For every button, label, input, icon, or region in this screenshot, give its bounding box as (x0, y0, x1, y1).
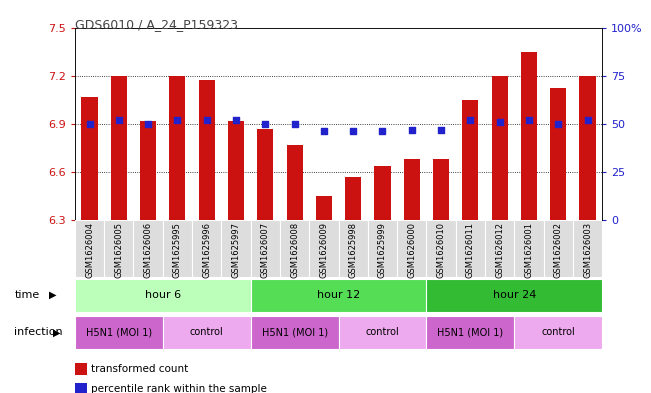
Text: GSM1626000: GSM1626000 (408, 222, 416, 278)
Bar (339, 316, 426, 349)
Point (231, 117, 242, 123)
Bar (345, 177, 361, 220)
Text: GSM1626003: GSM1626003 (583, 222, 592, 279)
Text: GSM1626012: GSM1626012 (495, 222, 504, 278)
Bar (579, 75, 596, 220)
Point (85, 121, 95, 127)
Text: GSM1625995: GSM1625995 (173, 222, 182, 278)
Bar (169, 75, 186, 220)
Text: H5N1 (MOI 1): H5N1 (MOI 1) (262, 327, 327, 338)
Bar (163, 316, 251, 349)
Text: ▶: ▶ (49, 290, 57, 300)
Point (289, 121, 299, 127)
Bar (75, 220, 104, 277)
Text: GSM1625998: GSM1625998 (349, 222, 357, 278)
Text: GSM1626010: GSM1626010 (437, 222, 445, 278)
Bar (228, 121, 244, 220)
Text: H5N1 (MOI 1): H5N1 (MOI 1) (86, 327, 152, 338)
Text: GSM1626002: GSM1626002 (554, 222, 562, 278)
Bar (514, 220, 544, 277)
Text: GSM1626004: GSM1626004 (85, 222, 94, 278)
Bar (192, 220, 221, 277)
Text: control: control (366, 327, 399, 338)
Bar (573, 220, 602, 277)
Text: GSM1625999: GSM1625999 (378, 222, 387, 278)
Text: hour 24: hour 24 (493, 290, 536, 300)
Text: GSM1626005: GSM1626005 (115, 222, 123, 278)
Text: GSM1626007: GSM1626007 (261, 222, 270, 279)
Bar (280, 220, 309, 277)
Bar (221, 220, 251, 277)
Bar (485, 220, 514, 277)
Text: control: control (190, 327, 223, 338)
Point (348, 129, 358, 135)
Bar (251, 316, 339, 349)
Bar (550, 88, 566, 220)
Bar (75, 316, 163, 349)
Bar (462, 100, 478, 220)
Text: GSM1626006: GSM1626006 (144, 222, 152, 279)
Text: GSM1626008: GSM1626008 (290, 222, 299, 279)
Bar (397, 220, 426, 277)
Bar (163, 220, 192, 277)
Text: GSM1626009: GSM1626009 (320, 222, 328, 278)
Point (495, 119, 505, 125)
Point (406, 127, 417, 133)
Bar (81, 97, 98, 220)
Text: GSM1626011: GSM1626011 (466, 222, 475, 278)
Bar (251, 220, 280, 277)
Point (553, 121, 564, 127)
Point (523, 117, 534, 123)
Point (583, 117, 593, 123)
Text: percentile rank within the sample: percentile rank within the sample (91, 384, 267, 393)
Bar (339, 220, 368, 277)
Bar (111, 75, 127, 220)
Text: hour 6: hour 6 (145, 290, 181, 300)
Bar (521, 51, 537, 220)
Point (260, 121, 271, 127)
Bar (286, 145, 303, 220)
Text: GSM1626001: GSM1626001 (525, 222, 533, 278)
Text: control: control (542, 327, 575, 338)
Point (378, 129, 388, 135)
Bar (404, 159, 420, 220)
Point (319, 129, 329, 135)
Bar (492, 75, 508, 220)
Bar (316, 196, 332, 220)
Bar (257, 129, 273, 220)
Text: transformed count: transformed count (91, 364, 188, 374)
Bar (251, 279, 426, 312)
Text: GSM1625996: GSM1625996 (202, 222, 211, 278)
Bar (426, 220, 456, 277)
Bar (374, 165, 391, 220)
Text: GSM1625997: GSM1625997 (232, 222, 240, 278)
Text: infection: infection (14, 327, 63, 338)
Bar (104, 220, 133, 277)
Text: ▶: ▶ (53, 327, 61, 338)
Bar (514, 316, 602, 349)
Point (436, 127, 447, 133)
Text: H5N1 (MOI 1): H5N1 (MOI 1) (437, 327, 503, 338)
Bar (544, 220, 573, 277)
Bar (426, 316, 514, 349)
Text: GDS6010 / A_24_P159323: GDS6010 / A_24_P159323 (75, 18, 238, 31)
Bar (140, 121, 156, 220)
Text: hour 12: hour 12 (317, 290, 360, 300)
Point (143, 121, 154, 127)
Bar (433, 159, 449, 220)
Bar (456, 220, 485, 277)
Bar (133, 220, 163, 277)
Bar (75, 279, 251, 312)
Bar (309, 220, 339, 277)
Point (114, 117, 124, 123)
Point (202, 117, 212, 123)
Bar (368, 220, 397, 277)
Bar (426, 279, 602, 312)
Bar (199, 81, 215, 220)
Point (465, 117, 476, 123)
Point (173, 117, 183, 123)
Text: time: time (14, 290, 40, 300)
